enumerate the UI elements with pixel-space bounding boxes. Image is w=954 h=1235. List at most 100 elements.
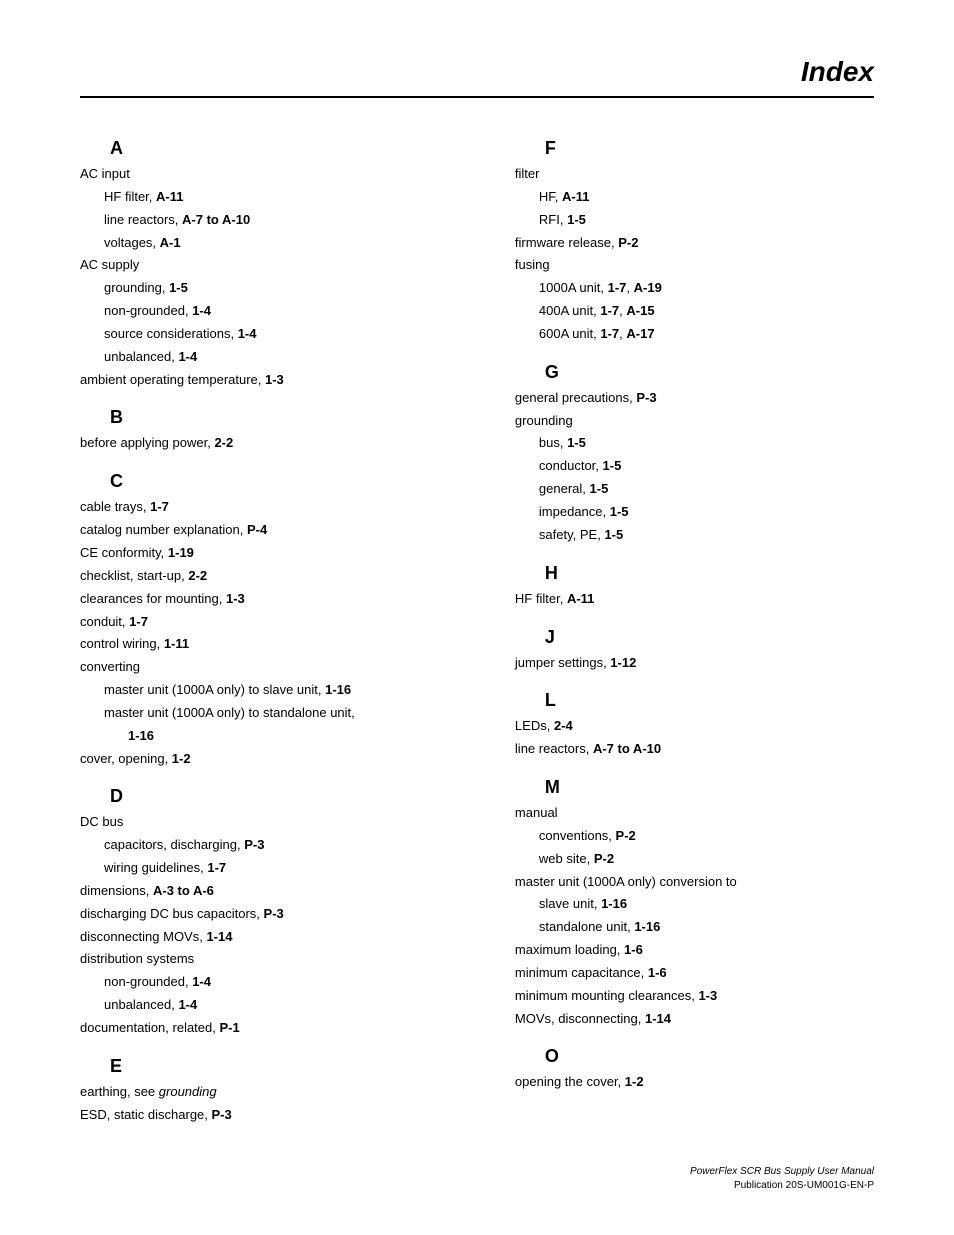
page-ref[interactable]: A-17	[626, 326, 654, 341]
page-ref[interactable]: 1-5	[590, 481, 609, 496]
page-ref[interactable]: 1-4	[192, 974, 211, 989]
section-heading-g: G	[545, 362, 874, 383]
page-ref[interactable]: 1-3	[265, 372, 284, 387]
entry-text: unbalanced,	[104, 349, 178, 364]
index-entry: documentation, related, P-1	[80, 1019, 485, 1038]
page-footer: PowerFlex SCR Bus Supply User Manual Pub…	[80, 1165, 874, 1193]
entry-text: master unit (1000A only) to slave unit,	[104, 682, 325, 697]
entry-text: jumper settings,	[515, 655, 610, 670]
page-ref[interactable]: P-3	[264, 906, 284, 921]
index-entry-cont: 1-16	[128, 727, 485, 746]
page-ref[interactable]: 1-7	[129, 614, 148, 629]
index-entry: safety, PE, 1-5	[539, 526, 874, 545]
page-ref[interactable]: 1-12	[610, 655, 636, 670]
page-ref[interactable]: 1-3	[698, 988, 717, 1003]
page-ref[interactable]: 1-4	[178, 997, 197, 1012]
page-ref[interactable]: 1-7	[600, 303, 619, 318]
page-ref[interactable]: A-11	[156, 189, 183, 204]
index-entry: AC input	[80, 165, 485, 184]
page-ref[interactable]: 1-19	[168, 545, 194, 560]
page-ref[interactable]: 1-2	[172, 751, 191, 766]
index-entry: general precautions, P-3	[515, 389, 874, 408]
page-ref[interactable]: P-3	[212, 1107, 232, 1122]
page-ref[interactable]: A-11	[562, 189, 589, 204]
page-ref[interactable]: 1-5	[610, 504, 629, 519]
page-ref[interactable]: 1-6	[648, 965, 667, 980]
page-ref[interactable]: A-19	[634, 280, 662, 295]
page-ref[interactable]: 1-5	[567, 435, 586, 450]
index-entry: distribution systems	[80, 950, 485, 969]
index-entry: earthing, see grounding	[80, 1083, 485, 1102]
entry-text: CE conformity,	[80, 545, 168, 560]
page-ref[interactable]: 2-4	[554, 718, 573, 733]
page-ref[interactable]: 1-4	[238, 326, 257, 341]
page-ref[interactable]: 1-5	[604, 527, 623, 542]
index-entry: control wiring, 1-11	[80, 635, 485, 654]
page-ref[interactable]: 1-7	[600, 326, 619, 341]
section-heading-m: M	[545, 777, 874, 798]
page-ref[interactable]: 1-14	[206, 929, 232, 944]
index-entry: HF, A-11	[539, 188, 874, 207]
index-entry: AC supply	[80, 256, 485, 275]
page-ref[interactable]: P-2	[594, 851, 614, 866]
section-heading-e: E	[110, 1056, 485, 1077]
index-entry: 400A unit, 1-7, A-15	[539, 302, 874, 321]
page-ref[interactable]: 1-16	[634, 919, 660, 934]
page-ref[interactable]: P-4	[247, 522, 267, 537]
entry-text: source considerations,	[104, 326, 238, 341]
index-entry: master unit (1000A only) conversion to	[515, 873, 874, 892]
page-ref[interactable]: 1-11	[164, 636, 189, 651]
page-ref[interactable]: 1-5	[567, 212, 586, 227]
page-ref[interactable]: 1-2	[625, 1074, 644, 1089]
page-ref[interactable]: A-7 to A-10	[182, 212, 250, 227]
entry-text: HF filter,	[104, 189, 156, 204]
page-ref[interactable]: 1-14	[645, 1011, 671, 1026]
section-heading-o: O	[545, 1046, 874, 1067]
entry-text: checklist, start-up,	[80, 568, 188, 583]
entry-text: master unit (1000A only) to standalone u…	[104, 705, 355, 720]
entry-text: unbalanced,	[104, 997, 178, 1012]
page-ref[interactable]: A-1	[160, 235, 181, 250]
page-ref[interactable]: 1-4	[178, 349, 197, 364]
page-ref[interactable]: A-7 to A-10	[593, 741, 661, 756]
index-entry: manual	[515, 804, 874, 823]
page-ref[interactable]: A-15	[626, 303, 654, 318]
entry-text: cable trays,	[80, 499, 150, 514]
page-ref[interactable]: P-2	[618, 235, 638, 250]
entry-text: control wiring,	[80, 636, 164, 651]
page-ref[interactable]: 1-7	[207, 860, 226, 875]
page-ref[interactable]: 1-3	[226, 591, 245, 606]
page-ref[interactable]: 1-5	[603, 458, 622, 473]
page-title: Index	[80, 56, 874, 88]
entry-text: slave unit,	[539, 896, 601, 911]
page-ref[interactable]: 1-6	[624, 942, 643, 957]
index-entry: HF filter, A-11	[515, 590, 874, 609]
page-ref[interactable]: 1-7	[150, 499, 169, 514]
index-entry: impedance, 1-5	[539, 503, 874, 522]
page-ref[interactable]: 1-16	[325, 682, 351, 697]
page-ref[interactable]: P-3	[244, 837, 264, 852]
index-entry: slave unit, 1-16	[539, 895, 874, 914]
entry-text: non-grounded,	[104, 974, 192, 989]
page-ref[interactable]: P-2	[616, 828, 636, 843]
page-ref[interactable]: 1-4	[192, 303, 211, 318]
index-entry: voltages, A-1	[104, 234, 485, 253]
page-ref[interactable]: 2-2	[188, 568, 207, 583]
page-ref[interactable]: P-1	[219, 1020, 239, 1035]
page-ref[interactable]: 1-16	[601, 896, 627, 911]
entry-text: 1000A unit,	[539, 280, 608, 295]
index-entry: conductor, 1-5	[539, 457, 874, 476]
page-ref[interactable]: 1-5	[169, 280, 188, 295]
index-entry: disconnecting MOVs, 1-14	[80, 928, 485, 947]
index-entry: cable trays, 1-7	[80, 498, 485, 517]
index-entry: capacitors, discharging, P-3	[104, 836, 485, 855]
page-ref[interactable]: 2-2	[214, 435, 233, 450]
index-entry: jumper settings, 1-12	[515, 654, 874, 673]
page-ref[interactable]: 1-7	[608, 280, 627, 295]
page-ref[interactable]: 1-16	[128, 728, 154, 743]
page-ref[interactable]: P-3	[636, 390, 656, 405]
index-entry: grounding	[515, 412, 874, 431]
page-ref[interactable]: A-11	[567, 591, 594, 606]
entry-text: voltages,	[104, 235, 160, 250]
page-ref[interactable]: A-3 to A-6	[153, 883, 214, 898]
